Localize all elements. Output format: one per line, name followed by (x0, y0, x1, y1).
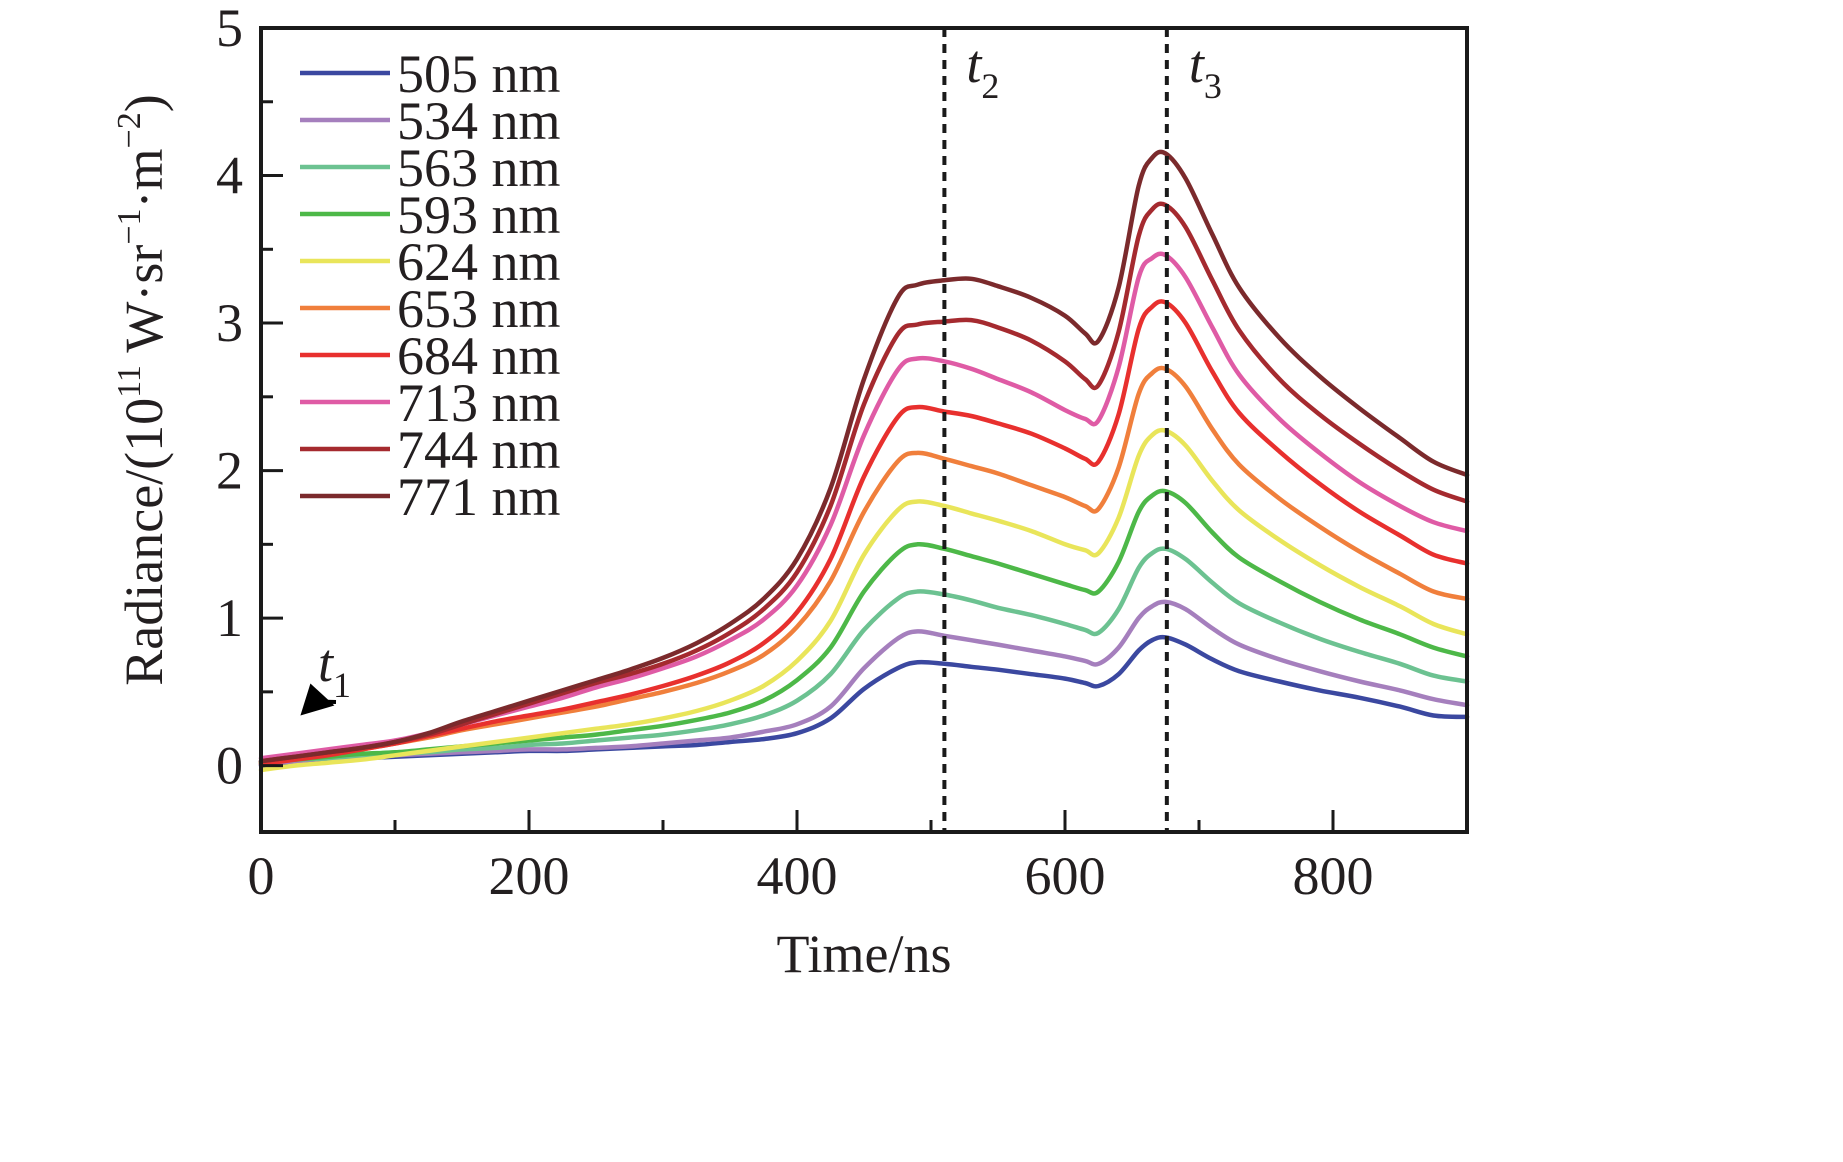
annotation-t2: t2 (966, 34, 999, 106)
legend-label: 593 nm (397, 185, 561, 245)
series-line-653-nm (258, 365, 1470, 765)
plot-frame (259, 26, 1469, 834)
y-tick-label: 2 (216, 441, 243, 501)
legend-item: 771 nm (300, 467, 561, 527)
legend-item: 653 nm (300, 279, 561, 339)
series-line-624-nm (258, 427, 1470, 773)
annotation-main: t (318, 633, 335, 693)
legend-item: 684 nm (300, 326, 561, 386)
x-tick-label: 400 (757, 846, 838, 906)
legend-label: 653 nm (397, 279, 561, 339)
y-axis-title-mid1: W·sr (114, 245, 174, 365)
series-line-771-nm (258, 149, 1470, 764)
y-tick-label: 1 (216, 588, 243, 648)
annotation-main: t (1189, 34, 1206, 94)
y-axis-title-exp1: 11 (111, 365, 148, 398)
series-line-684-nm (258, 299, 1470, 767)
legend-label: 534 nm (397, 91, 561, 151)
legend-label: 744 nm (397, 420, 561, 480)
series-layer (258, 149, 1470, 773)
y-axis-title-prefix: Radiance/(10 (114, 398, 174, 686)
legend-label: 771 nm (397, 467, 561, 527)
series-line-534-nm (258, 599, 1470, 767)
legend-item: 713 nm (300, 373, 561, 433)
legend-label: 713 nm (397, 373, 561, 433)
arrow-head-icon (300, 683, 335, 716)
y-tick-label: 5 (216, 0, 243, 58)
legend-item: 744 nm (300, 420, 561, 480)
y-axis-title-suffix: ) (114, 94, 174, 112)
legend-item: 505 nm (300, 44, 561, 104)
annotation-subscript: 1 (333, 665, 351, 705)
series-line-744-nm (258, 201, 1470, 764)
annotation-t1: t1 (318, 633, 351, 705)
y-tick-label: 4 (216, 146, 243, 206)
x-axis-title: Time/ns (776, 924, 951, 984)
legend-item: 563 nm (300, 138, 561, 198)
series-line-563-nm (258, 546, 1470, 765)
annotation-subscript: 3 (1204, 66, 1222, 106)
legend-item: 593 nm (300, 185, 561, 245)
legend-item: 534 nm (300, 91, 561, 151)
y-tick-label: 3 (216, 293, 243, 353)
annotation-t3: t3 (1189, 34, 1222, 106)
legend-item: 624 nm (300, 232, 561, 292)
x-tick-label: 200 (489, 846, 570, 906)
y-axis-title-mid2: ·m (114, 148, 174, 208)
axis-tick-labels: 0 200 400 600 800 0 1 2 3 4 5 (216, 0, 1374, 906)
y-axis-title-exp2: −1 (111, 208, 148, 244)
marker-lines (942, 28, 1169, 832)
legend-label: 624 nm (397, 232, 561, 292)
y-tick-label: 0 (216, 736, 243, 796)
y-axis-title: Radiance/(1011 W·sr−1·m−2) (111, 94, 174, 685)
axis-ticks (259, 26, 1469, 832)
y-axis-title-exp3: −2 (111, 112, 148, 148)
annotation-main: t (966, 34, 983, 94)
x-tick-label: 800 (1293, 846, 1374, 906)
legend-label: 563 nm (397, 138, 561, 198)
legend-label: 505 nm (397, 44, 561, 104)
x-tick-label: 600 (1025, 846, 1106, 906)
legend-label: 684 nm (397, 326, 561, 386)
x-tick-label: 0 (248, 846, 275, 906)
annotation-subscript: 2 (981, 66, 999, 106)
